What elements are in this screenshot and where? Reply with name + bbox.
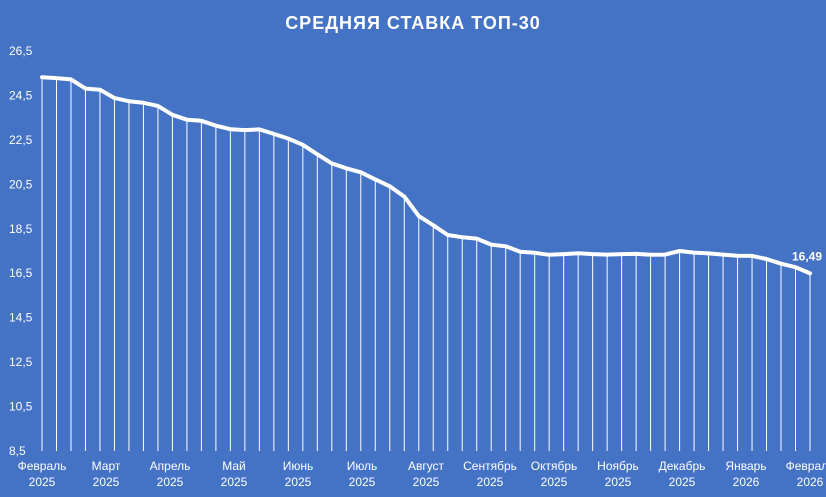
y-tick-label: 14,5 xyxy=(9,311,33,325)
data-point xyxy=(446,233,450,237)
series-layer: 16,49 xyxy=(40,75,822,276)
x-tick-month: Февраль xyxy=(786,459,826,473)
data-point xyxy=(620,252,624,256)
y-tick-label: 12,5 xyxy=(9,355,33,369)
data-point xyxy=(170,113,174,117)
data-point xyxy=(272,132,276,136)
data-point xyxy=(185,118,189,122)
x-tick-month: Январь xyxy=(725,459,766,473)
data-point xyxy=(605,253,609,257)
data-point xyxy=(69,77,73,81)
data-point xyxy=(736,254,740,258)
data-point xyxy=(344,166,348,170)
chart-title: СРЕДНЯЯ СТАВКА ТОП-30 xyxy=(285,13,541,33)
data-point xyxy=(431,223,435,227)
data-point xyxy=(359,170,363,174)
data-point xyxy=(315,152,319,156)
data-point xyxy=(257,127,261,131)
data-point xyxy=(141,101,145,105)
data-point xyxy=(330,161,334,165)
x-tick-year: 2025 xyxy=(477,475,504,489)
x-tick-month: Февраль xyxy=(18,459,67,473)
y-tick-label: 10,5 xyxy=(9,400,33,414)
data-point xyxy=(286,137,290,141)
drop-lines xyxy=(41,77,811,451)
x-tick-month: Август xyxy=(408,459,445,473)
data-point xyxy=(649,253,653,257)
data-point xyxy=(214,124,218,128)
data-point xyxy=(692,251,696,255)
x-tick-year: 2025 xyxy=(413,475,440,489)
data-point xyxy=(750,254,754,258)
x-tick-month: Октябрь xyxy=(531,459,578,473)
data-point xyxy=(460,235,464,239)
data-point xyxy=(402,195,406,199)
data-point xyxy=(794,265,798,269)
data-point xyxy=(199,119,203,123)
data-point xyxy=(475,237,479,241)
data-point xyxy=(54,76,58,80)
data-point xyxy=(779,262,783,266)
x-tick-month: Декабрь xyxy=(659,459,706,473)
data-point xyxy=(243,128,247,132)
x-tick-year: 2025 xyxy=(285,475,312,489)
series-line xyxy=(40,75,812,276)
data-point xyxy=(489,243,493,247)
x-tick-year: 2025 xyxy=(157,475,184,489)
x-tick-year: 2025 xyxy=(349,475,376,489)
y-tick-label: 16,5 xyxy=(9,266,33,280)
data-point xyxy=(301,143,305,147)
data-point xyxy=(83,87,87,91)
y-axis-ticks: 8,5 10,5 12,5 14,5 16,5 18,5 20,5 22,5 24,5 26,5 xyxy=(9,44,33,458)
data-point xyxy=(504,244,508,248)
x-tick-year: 2025 xyxy=(541,475,568,489)
data-point xyxy=(808,271,812,275)
y-tick-label: 18,5 xyxy=(9,222,33,236)
data-point xyxy=(533,251,537,255)
data-point xyxy=(156,104,160,108)
data-point xyxy=(547,253,551,257)
x-tick-month: Март xyxy=(92,459,121,473)
x-tick-month: Сентябрь xyxy=(463,459,517,473)
x-tick-year: 2026 xyxy=(797,475,824,489)
x-axis-ticks: Февраль 2025 Март 2025 Апрель 2025 Май 2025 Июнь… xyxy=(18,459,826,489)
data-point xyxy=(721,253,725,257)
data-point xyxy=(228,127,232,131)
data-point xyxy=(562,252,566,256)
data-point xyxy=(663,253,667,257)
data-point xyxy=(388,184,392,188)
x-tick-year: 2025 xyxy=(29,475,56,489)
last-value-label: 16,49 xyxy=(792,249,822,263)
x-tick-month: Апрель xyxy=(150,459,191,473)
data-point xyxy=(112,96,116,100)
x-tick-month: Май xyxy=(222,459,246,473)
x-tick-year: 2025 xyxy=(605,475,632,489)
data-point xyxy=(634,252,638,256)
x-tick-year: 2025 xyxy=(93,475,120,489)
data-point xyxy=(98,88,102,92)
x-tick-year: 2026 xyxy=(733,475,760,489)
x-tick-year: 2025 xyxy=(669,475,696,489)
y-tick-label: 26,5 xyxy=(9,44,33,58)
data-point xyxy=(591,252,595,256)
data-point xyxy=(127,99,131,103)
data-point xyxy=(417,214,421,218)
x-tick-month: Ноябрь xyxy=(597,459,639,473)
data-point xyxy=(518,250,522,254)
y-tick-label: 24,5 xyxy=(9,88,33,102)
x-tick-month: Июль xyxy=(347,459,378,473)
x-tick-month: Июнь xyxy=(283,459,314,473)
y-tick-label: 22,5 xyxy=(9,133,33,147)
x-tick-year: 2025 xyxy=(221,475,248,489)
data-point xyxy=(707,251,711,255)
y-tick-label: 8,5 xyxy=(9,444,26,458)
data-point xyxy=(373,177,377,181)
data-point xyxy=(678,249,682,253)
data-point xyxy=(765,257,769,261)
y-tick-label: 20,5 xyxy=(9,177,33,191)
data-point xyxy=(40,75,44,79)
data-point xyxy=(576,251,580,255)
